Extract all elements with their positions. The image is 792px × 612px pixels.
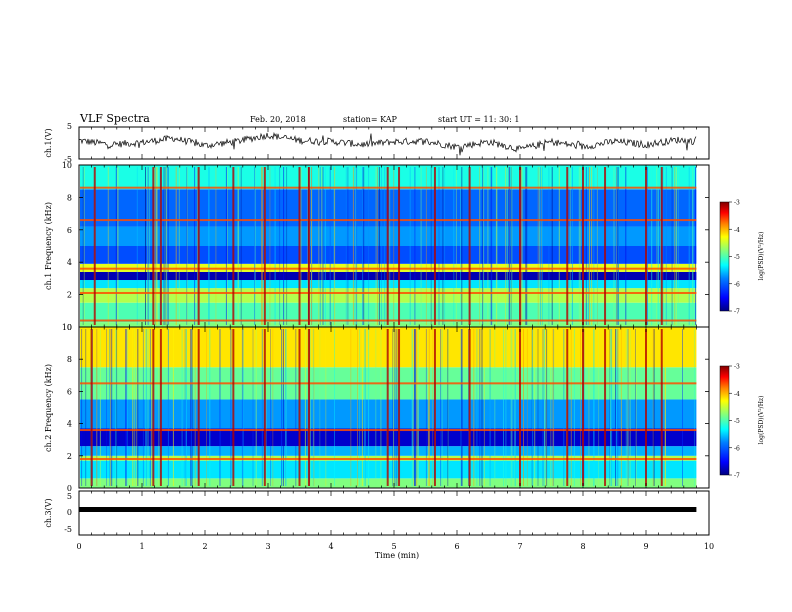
ch2-spec-ytick: 0 <box>67 484 72 493</box>
time-axis-tick-label: 2 <box>202 542 207 551</box>
ch1-spec-ylabel: ch.1 Frequency (kHz) <box>44 202 53 290</box>
ch1-spec-ytick: 2 <box>67 291 72 300</box>
ch2-spec-ylabel: ch.2 Frequency (kHz) <box>44 364 53 452</box>
colorbar-tick-label: -5 <box>734 254 740 261</box>
time-axis-tick-label: 10 <box>704 542 714 551</box>
ch1-spec-ytick: 6 <box>67 226 72 235</box>
ch3-waveform-panel: 5 0 -5 ch.3(V) <box>44 490 710 536</box>
ch1-spec-sferic <box>398 167 401 325</box>
ch1-spec-sferic <box>232 167 235 325</box>
ch1-spec-sferic <box>197 167 200 325</box>
ch1-spec-sferic <box>93 167 96 325</box>
ch1-spec-sferic <box>152 167 155 325</box>
ch1-colorbar: -3 -4 -5 -6 -7 log(PSD)(V²/Hz) <box>719 200 765 316</box>
ch1-spec-sferic <box>386 167 389 325</box>
ch2-spec-sferic <box>433 329 436 486</box>
ch2-spec-ytick: 2 <box>67 452 72 461</box>
ch2-colorbar: -3 -4 -5 -6 -7 log(PSD)(V²/Hz) <box>719 364 765 480</box>
ch2-spectrogram-image <box>79 327 709 488</box>
ch2-spec-sferic <box>604 329 607 486</box>
colorbar-tick-label: -4 <box>734 391 740 398</box>
colorbar-tick-label: -6 <box>734 445 740 452</box>
ch3-ylabel: ch.3(V) <box>44 498 53 527</box>
ch2-spec-sferic <box>660 329 663 486</box>
ch2-colorbar-label: log(PSD)(V²/Hz) <box>758 396 765 445</box>
ch1-spec-sferic <box>519 167 521 325</box>
ch1-spec-sferic <box>660 167 663 325</box>
ch2-spec-ytick: 6 <box>67 387 72 396</box>
colorbar-tick-label: -3 <box>734 200 740 207</box>
time-axis-tick-label: 3 <box>265 542 270 551</box>
time-axis-tick-label: 8 <box>580 542 585 551</box>
ch2-spec-sferic <box>263 329 266 486</box>
ch1-spec-ytick: 0 <box>67 323 72 332</box>
ch2-spec-sferic <box>307 329 310 486</box>
ch2-colorbar-gradient <box>719 365 730 476</box>
ch2-spec-sferic <box>152 329 155 486</box>
ch2-spec-sferic <box>232 329 235 486</box>
ch3-ytick-mid: 0 <box>67 508 72 517</box>
ch1-spec-sferic <box>298 167 301 325</box>
ch1-waveform-panel: 5 -5 ch.1(V) <box>44 122 710 164</box>
ch2-spec-sferic <box>566 329 569 486</box>
ch1-spec-sferic <box>159 167 162 325</box>
time-axis-tick-label: 5 <box>391 542 396 551</box>
ch2-spec-ytick: 8 <box>67 355 72 364</box>
ch2-spec-sferic <box>582 329 584 486</box>
ch1-spec-sferic <box>263 167 266 325</box>
ch3-ytick-top: 5 <box>67 492 72 501</box>
colorbar-tick-label: -7 <box>734 473 740 480</box>
ch2-spec-sferic <box>159 329 162 486</box>
time-axis-tick-label: 4 <box>328 542 333 551</box>
ch2-spec-sferic <box>197 329 200 486</box>
ch1-ytick-bottom: -5 <box>64 155 72 164</box>
ch2-spec-sferic <box>298 329 301 486</box>
ch1-spec-ytick: 4 <box>67 258 72 267</box>
time-axis: 0 1 2 3 4 5 6 7 8 9 10 <box>76 127 714 551</box>
ch2-spec-ytick: 10 <box>62 323 72 332</box>
ch1-spec-sferic <box>307 167 310 325</box>
ch2-spectrogram-panel: 10 8 6 4 2 0 ch.2 Frequency (kHz) <box>44 323 710 493</box>
ch1-spec-ytick: 10 <box>62 161 72 170</box>
ch1-spec-sferic <box>468 167 471 325</box>
colorbar-tick-label: -6 <box>734 281 740 288</box>
ch2-spec-sferic <box>398 329 401 486</box>
figure-title: VLF Spectra <box>79 112 150 125</box>
ch1-spec-ytick: 8 <box>67 193 72 202</box>
ch2-spec-sferic <box>386 329 389 486</box>
time-axis-tick-label: 1 <box>139 542 144 551</box>
time-axis-tick-label: 9 <box>643 542 648 551</box>
station-label: station= KAP <box>343 115 398 124</box>
ch1-spec-sferic <box>645 167 647 325</box>
ch3-ytick-bottom: -5 <box>64 525 72 534</box>
ch2-spec-ytick: 4 <box>67 420 72 429</box>
colorbar-tick-label: -3 <box>734 364 740 371</box>
date-label: Feb. 20, 2018 <box>250 115 306 124</box>
ch1-spec-sferic <box>566 167 569 325</box>
start-time-label: start UT = 11: 30: 1 <box>438 115 519 124</box>
colorbar-tick-label: -4 <box>734 227 740 234</box>
ch1-spec-sferic <box>604 167 607 325</box>
ch1-colorbar-gradient <box>719 201 730 312</box>
ch1-ytick-top: 5 <box>67 122 72 131</box>
time-axis-label: Time (min) <box>375 551 419 560</box>
time-axis-tick-label: 6 <box>454 542 459 551</box>
ch1-spectrogram-image <box>79 165 709 327</box>
ch1-ylabel: ch.1(V) <box>44 128 53 157</box>
ch2-spec-sferic <box>645 329 647 486</box>
time-axis-tick-label: 7 <box>517 542 522 551</box>
ch1-spec-sferic <box>433 167 436 325</box>
ch1-spectrogram-panel: 10 8 6 4 2 0 ch.1 Frequency (kHz) <box>44 161 710 332</box>
colorbar-tick-label: -5 <box>734 418 740 425</box>
ch1-spec-sferic <box>582 167 584 325</box>
time-axis-tick-label: 0 <box>76 542 81 551</box>
ch1-colorbar-label: log(PSD)(V²/Hz) <box>758 232 765 281</box>
colorbar-tick-label: -7 <box>734 309 740 316</box>
ch2-spec-sferic <box>519 329 521 486</box>
ch1-waveform-trace <box>78 131 697 156</box>
ch2-spec-sferic <box>90 329 93 486</box>
ch2-spec-sferic <box>468 329 471 486</box>
